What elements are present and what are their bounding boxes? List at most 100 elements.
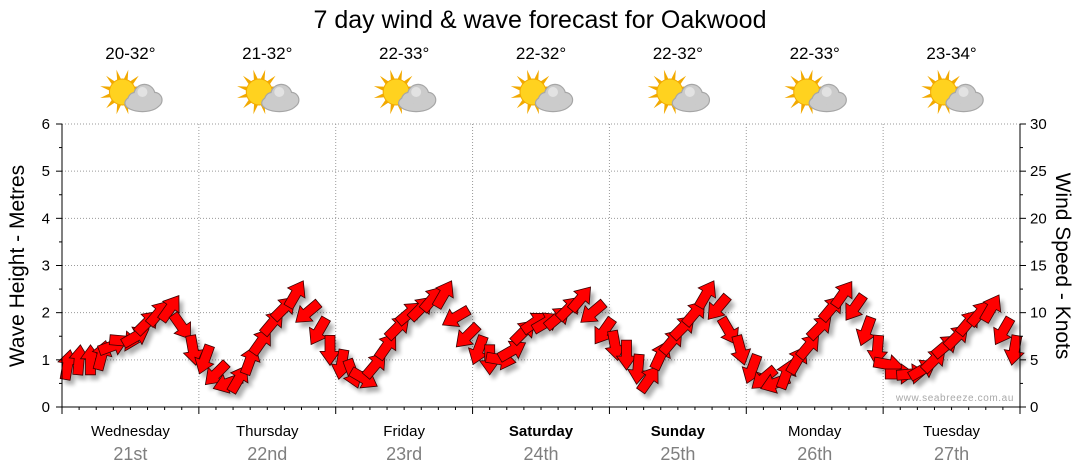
sun-ray <box>510 93 522 98</box>
sun-ray <box>116 69 122 81</box>
partly-cloudy-icon <box>100 69 163 115</box>
partly-cloudy-icon <box>647 69 711 115</box>
temperature-range: 22-32° <box>516 44 566 63</box>
wind-arrow <box>182 334 204 366</box>
cloud-highlight <box>548 87 558 97</box>
day-label: Thursday <box>236 423 299 440</box>
left-tick-label: 1 <box>42 352 50 369</box>
sun-ray <box>647 93 659 98</box>
sun-ray <box>807 69 813 81</box>
wind-arrow <box>361 352 386 380</box>
date-label: 24th <box>523 444 558 464</box>
right-tick-label: 25 <box>1030 163 1047 180</box>
cloud <box>284 93 299 107</box>
day-label: Monday <box>788 423 842 440</box>
cloud-highlight <box>958 87 969 97</box>
wind-arrow <box>283 280 306 310</box>
cloud <box>558 93 572 107</box>
wind-arrow <box>248 328 271 357</box>
wind-arrow-shadow <box>460 327 486 352</box>
wind-arrow <box>580 298 608 323</box>
wind-arrow <box>707 292 732 320</box>
sun-ray <box>800 103 806 115</box>
date-label: 22nd <box>247 444 287 464</box>
day-label: Saturday <box>509 423 574 440</box>
wind-arrow <box>845 292 868 321</box>
chart-title: 7 day wind & wave forecast for Oakwood <box>313 6 766 34</box>
sun-ray <box>921 86 933 91</box>
temperature-range: 23-34° <box>926 44 976 63</box>
right-tick-label: 5 <box>1030 352 1038 369</box>
temperature-range: 22-33° <box>790 44 840 63</box>
watermark: www.seabreeze.com.au <box>895 393 1014 404</box>
wind-arrow <box>829 280 853 310</box>
sun-ray <box>253 103 259 115</box>
cloud-highlight <box>137 87 148 97</box>
wind-arrow-shadow <box>911 365 941 387</box>
wind-arrow <box>866 334 889 367</box>
sun-ray <box>800 69 806 81</box>
sun-ray <box>510 86 522 91</box>
date-label: 25th <box>660 444 695 464</box>
wind-arrows <box>57 280 1025 395</box>
temperature-range: 21-32° <box>242 44 292 63</box>
wind-arrow <box>730 334 752 366</box>
right-tick-label: 0 <box>1030 399 1038 416</box>
sun-ray <box>944 69 950 81</box>
wind-arrow <box>194 343 215 375</box>
right-tick-label: 10 <box>1030 305 1047 322</box>
day-label: Tuesday <box>923 423 980 440</box>
wind-arrow <box>496 340 527 363</box>
sun-ray <box>237 86 248 91</box>
wind-arrow <box>441 305 472 328</box>
partly-cloudy-icon <box>373 69 437 115</box>
right-axis-label: Wind Speed - Knots <box>1051 173 1074 360</box>
partly-cloudy-icon <box>784 69 847 115</box>
left-tick-label: 0 <box>42 399 50 416</box>
partly-cloudy-icon <box>921 69 984 115</box>
wind-arrow <box>636 365 659 395</box>
sun-ray <box>260 69 266 81</box>
wind-arrow <box>680 300 706 328</box>
cloud <box>421 93 436 107</box>
sun-ray <box>784 93 796 98</box>
sun-ray <box>390 69 395 81</box>
sun-ray <box>663 69 669 81</box>
date-label: 23rd <box>386 444 422 464</box>
sun-ray <box>116 103 122 115</box>
cloud <box>147 93 162 107</box>
cloud <box>968 93 983 107</box>
sun-ray <box>534 69 539 81</box>
date-label: 26th <box>797 444 832 464</box>
temperature-range: 22-32° <box>653 44 703 63</box>
wind-arrow <box>979 294 1002 324</box>
right-tick-label: 15 <box>1030 258 1047 275</box>
sun-ray <box>373 93 385 98</box>
cloud <box>831 93 846 107</box>
sun-ray <box>253 69 259 81</box>
sun-ray <box>373 86 385 91</box>
left-tick-label: 5 <box>42 163 50 180</box>
wind-arrow <box>1003 334 1025 366</box>
wind-arrow-shadow <box>712 298 736 325</box>
left-tick-label: 4 <box>42 210 50 227</box>
wind-arrow <box>168 311 191 340</box>
left-axis-label: Wave Height - Metres <box>6 165 29 367</box>
wind-arrow <box>157 295 180 324</box>
sun-ray <box>937 69 943 81</box>
sun-ray <box>390 103 395 115</box>
x-axis-labels: Wednesday 21st Thursday 22nd Friday 23rd Satur… <box>91 423 981 464</box>
sun-ray <box>921 93 933 98</box>
day-label: Wednesday <box>91 423 170 440</box>
wind-arrow <box>295 298 323 323</box>
sun-ray <box>237 93 248 98</box>
wind-arrow <box>694 280 717 310</box>
cloud-highlight <box>411 87 422 97</box>
wind-arrow <box>805 315 832 342</box>
day-label: Friday <box>383 423 425 440</box>
sun-ray <box>937 103 943 115</box>
left-tick-label: 6 <box>42 116 50 133</box>
wind-arrow <box>431 280 454 310</box>
left-tick-label: 2 <box>42 305 50 322</box>
